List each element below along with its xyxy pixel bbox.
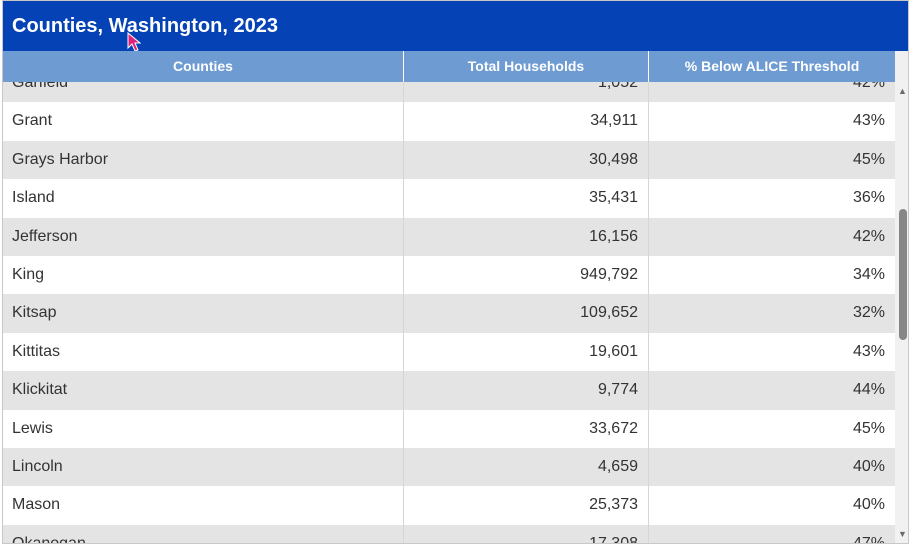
- table-row[interactable]: Klickitat 9,774 44%: [3, 371, 895, 410]
- table-row[interactable]: King 949,792 34%: [3, 255, 895, 295]
- below-alice-cell: 47%: [852, 534, 885, 544]
- total-households-cell: 109,652: [404, 294, 649, 333]
- below-alice-cell: 40%: [852, 457, 885, 475]
- below-alice-cell: 40%: [852, 496, 885, 514]
- below-alice-cell: 32%: [852, 304, 885, 322]
- table-row[interactable]: Kitsap 109,652 32%: [3, 294, 895, 333]
- county-name-cell: Island: [3, 179, 404, 218]
- mouse-cursor-icon: [127, 32, 141, 52]
- scroll-thumb[interactable]: [899, 208, 907, 340]
- county-name-cell: King: [3, 255, 404, 295]
- header-corner: [895, 51, 908, 82]
- column-header-counties[interactable]: Counties: [3, 51, 404, 82]
- below-alice-cell: 43%: [852, 342, 885, 360]
- total-households-cell: 1,052: [404, 82, 649, 103]
- below-alice-cell: 34%: [852, 265, 885, 283]
- total-households-cell: 35,431: [404, 179, 649, 218]
- county-name-cell: Grays Harbor: [3, 140, 404, 180]
- county-name-cell: Klickitat: [3, 371, 404, 410]
- county-name-cell: Lincoln: [3, 447, 404, 487]
- vertical-scrollbar[interactable]: ▲ ▼: [895, 82, 908, 543]
- table-header: Counties Total Households % Below ALICE …: [3, 51, 895, 82]
- below-alice-cell: 42%: [852, 227, 885, 245]
- total-households-cell: 19,601: [404, 332, 649, 372]
- county-name-cell: Grant: [3, 102, 404, 141]
- county-name-cell: Garfield: [3, 82, 404, 103]
- total-households-cell: 25,373: [404, 486, 649, 525]
- table-row[interactable]: Island 35,431 36%: [3, 179, 895, 218]
- total-households-cell: 34,911: [404, 102, 649, 141]
- table-row[interactable]: Jefferson 16,156 42%: [3, 217, 895, 256]
- table-row[interactable]: Mason 25,373 40%: [3, 486, 895, 525]
- below-alice-cell: 45%: [852, 150, 885, 168]
- county-name-cell: Lewis: [3, 409, 404, 448]
- county-name-cell: Mason: [3, 486, 404, 525]
- county-name-cell: Kittitas: [3, 332, 404, 372]
- table-row[interactable]: Okanogan 17,308 47%: [3, 524, 895, 544]
- total-households-cell: 33,672: [404, 409, 649, 448]
- county-name-cell: Jefferson: [3, 217, 404, 256]
- scroll-up-icon[interactable]: ▲: [898, 86, 907, 96]
- table-row[interactable]: Lewis 33,672 45%: [3, 409, 895, 448]
- total-households-cell: 17,308: [404, 524, 649, 543]
- below-alice-cell: 45%: [852, 419, 885, 437]
- total-households-cell: 9,774: [404, 371, 649, 410]
- table-row[interactable]: Kittitas 19,601 43%: [3, 332, 895, 372]
- scroll-down-icon[interactable]: ▼: [898, 529, 907, 539]
- table-row[interactable]: Lincoln 4,659 40%: [3, 447, 895, 487]
- below-alice-cell: 42%: [852, 82, 885, 91]
- below-alice-cell: 44%: [852, 381, 885, 399]
- total-households-cell: 949,792: [404, 255, 649, 295]
- county-name-cell: Kitsap: [3, 294, 404, 333]
- below-alice-cell: 43%: [852, 112, 885, 130]
- title-bar: Counties, Washington, 2023: [3, 1, 908, 52]
- table-body[interactable]: Garfield 1,052 42% Grant 34,911 43% Grays Harb…: [3, 82, 895, 544]
- total-households-cell: 16,156: [404, 217, 649, 256]
- column-header-below-alice[interactable]: % Below ALICE Threshold: [684, 58, 860, 74]
- table-row[interactable]: Grays Harbor 30,498 45%: [3, 140, 895, 180]
- below-alice-cell: 36%: [852, 189, 885, 207]
- table-title: Counties, Washington, 2023: [12, 15, 278, 37]
- total-households-cell: 4,659: [404, 447, 649, 487]
- table-row[interactable]: Garfield 1,052 42%: [3, 82, 895, 103]
- table-row[interactable]: Grant 34,911 43%: [3, 102, 895, 141]
- column-header-total-households[interactable]: Total Households: [404, 51, 649, 82]
- county-name-cell: Okanogan: [3, 524, 404, 543]
- total-households-cell: 30,498: [404, 140, 649, 180]
